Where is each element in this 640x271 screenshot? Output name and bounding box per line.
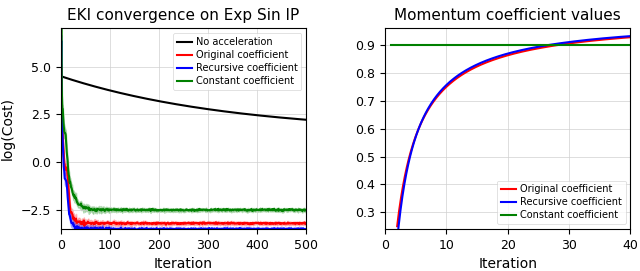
Original coefficient: [523, 49, 531, 52]
Original coefficient: [508, 52, 516, 56]
Legend: Original coefficient, Recursive coefficient, Constant coefficient: Original coefficient, Recursive coeffici…: [497, 180, 625, 224]
No acceleration: [147, 98, 154, 101]
Constant coefficient: [129, 208, 136, 212]
Recursive coefficient: [58, 39, 65, 43]
Original coefficient: [129, 221, 137, 225]
Recursive coefficient: [57, 71, 65, 75]
Recursive coefficient: [216, 228, 224, 231]
Recursive coefficient: [119, 228, 127, 231]
Recursive coefficient: [394, 238, 401, 242]
Constant coefficient: [584, 44, 591, 47]
Original coefficient: [57, 70, 65, 73]
Constant coefficient: [627, 44, 634, 47]
Original coefficient: [394, 225, 401, 228]
Recursive coefficient: [589, 38, 597, 41]
Constant coefficient: [218, 208, 226, 212]
Recursive coefficient: [536, 45, 543, 48]
Recursive coefficient: [508, 51, 516, 54]
Constant coefficient: [118, 209, 126, 212]
Recursive coefficient: [100, 229, 108, 232]
Legend: No acceleration, Original coefficient, Recursive coefficient, Constant coefficie: No acceleration, Original coefficient, R…: [173, 33, 301, 90]
Recursive coefficient: [523, 47, 531, 51]
Title: Momentum coefficient values: Momentum coefficient values: [394, 8, 621, 23]
Recursive coefficient: [261, 227, 269, 231]
Original coefficient: [303, 221, 310, 225]
Original coefficient: [58, 66, 65, 69]
Recursive coefficient: [303, 228, 310, 231]
Original coefficient: [219, 222, 227, 225]
No acceleration: [57, 75, 65, 78]
Constant coefficient: [530, 44, 538, 47]
No acceleration: [218, 109, 226, 113]
Recursive coefficient: [219, 228, 227, 231]
Line: Original coefficient: Original coefficient: [61, 67, 307, 226]
Original coefficient: [507, 53, 515, 56]
Original coefficient: [633, 35, 640, 38]
Original coefficient: [119, 221, 127, 225]
X-axis label: Iteration: Iteration: [154, 257, 213, 271]
Recursive coefficient: [633, 34, 640, 37]
X-axis label: Iteration: Iteration: [478, 257, 537, 271]
Recursive coefficient: [147, 227, 155, 230]
Original coefficient: [216, 222, 224, 225]
Recursive coefficient: [627, 34, 635, 38]
No acceleration: [260, 114, 268, 118]
Constant coefficient: [621, 44, 628, 47]
Recursive coefficient: [507, 51, 515, 54]
No acceleration: [118, 92, 125, 95]
Line: No acceleration: No acceleration: [61, 76, 307, 120]
No acceleration: [215, 109, 223, 112]
Constant coefficient: [216, 208, 223, 212]
Constant coefficient: [58, 17, 65, 20]
Original coefficient: [261, 221, 269, 224]
Original coefficient: [589, 39, 597, 42]
Line: Recursive coefficient: Recursive coefficient: [397, 36, 637, 240]
Constant coefficient: [260, 208, 268, 211]
Constant coefficient: [147, 209, 154, 213]
Original coefficient: [81, 224, 88, 227]
Original coefficient: [536, 46, 543, 50]
Line: Constant coefficient: Constant coefficient: [61, 18, 307, 211]
Constant coefficient: [57, 64, 65, 68]
No acceleration: [303, 118, 310, 121]
Recursive coefficient: [129, 227, 137, 231]
Y-axis label: log(Cost): log(Cost): [1, 97, 15, 160]
Constant coefficient: [298, 209, 306, 213]
Constant coefficient: [516, 44, 524, 47]
Line: Original coefficient: Original coefficient: [397, 37, 637, 226]
Line: Recursive coefficient: Recursive coefficient: [61, 41, 307, 231]
Constant coefficient: [501, 44, 509, 47]
Constant coefficient: [502, 44, 510, 47]
No acceleration: [128, 94, 136, 97]
Original coefficient: [147, 222, 155, 225]
Constant coefficient: [387, 44, 395, 47]
Original coefficient: [627, 36, 635, 39]
Constant coefficient: [303, 208, 310, 211]
Title: EKI convergence on Exp Sin IP: EKI convergence on Exp Sin IP: [67, 8, 300, 23]
